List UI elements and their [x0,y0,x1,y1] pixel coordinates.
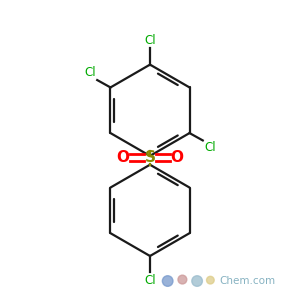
Text: Chem.com: Chem.com [219,276,275,286]
Circle shape [178,275,187,284]
Text: Cl: Cl [144,34,156,47]
Text: O: O [170,150,183,165]
Text: S: S [145,150,155,165]
Text: O: O [117,150,130,165]
Circle shape [206,276,214,284]
Text: Cl: Cl [144,274,156,287]
Circle shape [162,276,173,286]
Text: Cl: Cl [84,66,96,79]
Text: Cl: Cl [204,141,216,154]
Circle shape [192,276,203,286]
